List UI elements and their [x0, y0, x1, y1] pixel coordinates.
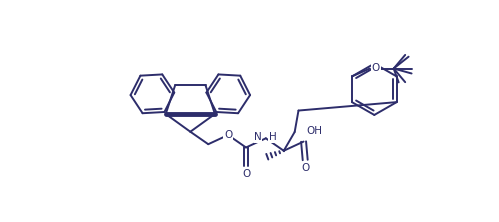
Text: O: O [242, 169, 250, 179]
Text: H: H [269, 132, 276, 142]
Text: O: O [372, 63, 380, 73]
Text: OH: OH [306, 126, 322, 136]
Text: O: O [224, 130, 232, 140]
Text: N: N [254, 132, 262, 142]
Text: O: O [301, 163, 309, 173]
